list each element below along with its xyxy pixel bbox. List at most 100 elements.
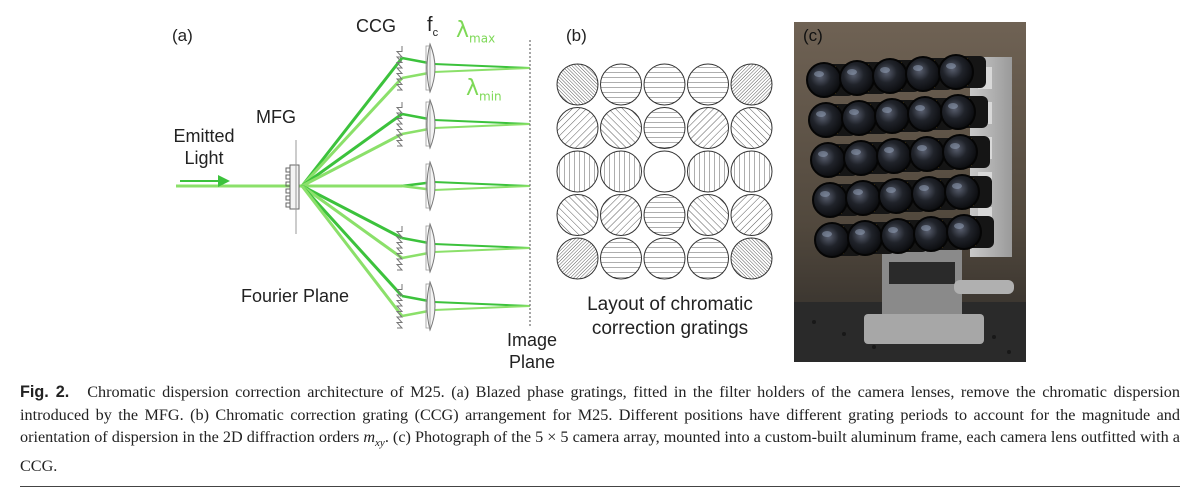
camera-lens bbox=[426, 280, 436, 332]
beam-ray bbox=[300, 184, 404, 298]
lens-glass bbox=[812, 182, 848, 218]
lens-mount bbox=[425, 101, 431, 147]
lens-glass bbox=[843, 140, 879, 176]
lens-glare bbox=[946, 63, 956, 69]
grating-cell bbox=[643, 237, 686, 280]
lens-glare bbox=[818, 151, 828, 157]
fc-main: f bbox=[427, 14, 433, 36]
lambda-min-sub: min bbox=[479, 89, 502, 104]
camera-lenses bbox=[806, 54, 994, 258]
figure-number: Fig. 2. bbox=[20, 383, 70, 401]
lens-glass bbox=[814, 222, 850, 258]
ccg-grating bbox=[395, 46, 404, 91]
image-plane-label: Image Plane bbox=[502, 329, 562, 373]
beam-ray bbox=[301, 184, 403, 240]
lens-glare bbox=[847, 69, 857, 75]
optical-diagram bbox=[176, 40, 531, 332]
lambda-min-label: λmin bbox=[466, 76, 502, 103]
grating-cell bbox=[687, 150, 729, 193]
caption-math: m bbox=[363, 428, 376, 446]
lens-glare bbox=[888, 227, 898, 233]
grating-cell bbox=[556, 63, 599, 106]
lens-glare bbox=[849, 109, 859, 115]
grating-cell bbox=[643, 194, 686, 236]
lens-glass bbox=[845, 180, 881, 216]
lens-glare bbox=[886, 187, 896, 193]
grating-cell bbox=[600, 150, 642, 193]
grating-cell bbox=[643, 63, 686, 106]
lens-glare bbox=[915, 105, 925, 111]
lens-glare bbox=[882, 107, 892, 113]
grating-cell bbox=[556, 107, 599, 149]
grating-cell bbox=[687, 63, 729, 106]
fc-sub: c bbox=[432, 27, 439, 39]
lens-glass bbox=[942, 134, 978, 170]
lens-glass bbox=[880, 218, 916, 254]
beam-ray bbox=[300, 76, 404, 188]
lens-glare bbox=[913, 65, 923, 71]
lens-glass bbox=[878, 178, 914, 214]
beam-ray bbox=[301, 184, 403, 260]
figure-caption: Fig. 2. Chromatic dispersion correction a… bbox=[20, 381, 1180, 477]
optical-elements bbox=[285, 40, 531, 332]
lens-glare bbox=[820, 191, 830, 197]
beam-ray bbox=[301, 112, 403, 188]
lens-glass bbox=[911, 176, 947, 212]
caption-text-1: Chromatic dispersion correction architec… bbox=[20, 383, 1180, 446]
image-plane-line-2: Plane bbox=[508, 352, 556, 372]
camera-lens bbox=[426, 98, 436, 150]
beam-ray bbox=[433, 243, 531, 249]
grating-cell bbox=[730, 150, 773, 193]
lens-glare bbox=[950, 143, 960, 149]
beam-ray bbox=[433, 301, 531, 307]
emitted-light-line-2: Light bbox=[184, 148, 224, 168]
layout-caption-line-2: correction gratings bbox=[591, 318, 749, 339]
beam-ray bbox=[300, 185, 404, 317]
lens-glass bbox=[940, 94, 976, 130]
beam-ray bbox=[433, 119, 531, 125]
layout-caption: Layout of chromatic correction gratings bbox=[565, 293, 775, 341]
mfg-element bbox=[289, 164, 300, 210]
lens-glare bbox=[917, 145, 927, 151]
grating-cell bbox=[600, 63, 642, 106]
beam-ray bbox=[433, 67, 531, 73]
camera-array-photo bbox=[794, 22, 1026, 362]
mfg-label: MFG bbox=[256, 107, 296, 127]
lens-glare bbox=[921, 225, 931, 231]
lens-glass bbox=[944, 174, 980, 210]
lens-glare bbox=[880, 67, 890, 73]
lens-glass bbox=[810, 142, 846, 178]
beam-ray bbox=[301, 132, 403, 188]
lens-glass bbox=[913, 216, 949, 252]
camera-lens bbox=[426, 222, 436, 274]
lens-glare bbox=[919, 185, 929, 191]
grating-cell bbox=[687, 194, 729, 236]
camera-lens bbox=[426, 42, 436, 94]
grating-cell bbox=[643, 107, 686, 149]
beam-ray bbox=[433, 305, 531, 311]
lens-glass bbox=[876, 138, 912, 174]
grating-cell bbox=[687, 107, 729, 149]
ccg-label: CCG bbox=[356, 16, 396, 36]
grating-cell bbox=[556, 237, 599, 280]
lens-glare bbox=[851, 149, 861, 155]
camera-lens bbox=[426, 160, 436, 212]
grating-cell bbox=[600, 107, 642, 149]
grating-cell bbox=[687, 237, 729, 280]
lens-glass bbox=[874, 98, 910, 134]
lens-glass bbox=[839, 60, 875, 96]
grating-cell bbox=[600, 194, 642, 236]
ccg-layout-grid bbox=[556, 63, 773, 280]
lens-glass bbox=[905, 56, 941, 92]
ccg-grating bbox=[395, 226, 404, 271]
grating-cell bbox=[600, 237, 642, 280]
panel-c-label: (c) bbox=[803, 26, 823, 45]
arrow-head bbox=[218, 175, 230, 187]
beam-ray bbox=[433, 181, 531, 187]
image-plane-line-1: Image bbox=[506, 330, 558, 350]
ccg-grating bbox=[395, 102, 404, 147]
lens-mount bbox=[425, 225, 431, 271]
lens-glass bbox=[909, 136, 945, 172]
grating-cell bbox=[730, 63, 773, 106]
lens-mount bbox=[425, 45, 431, 91]
